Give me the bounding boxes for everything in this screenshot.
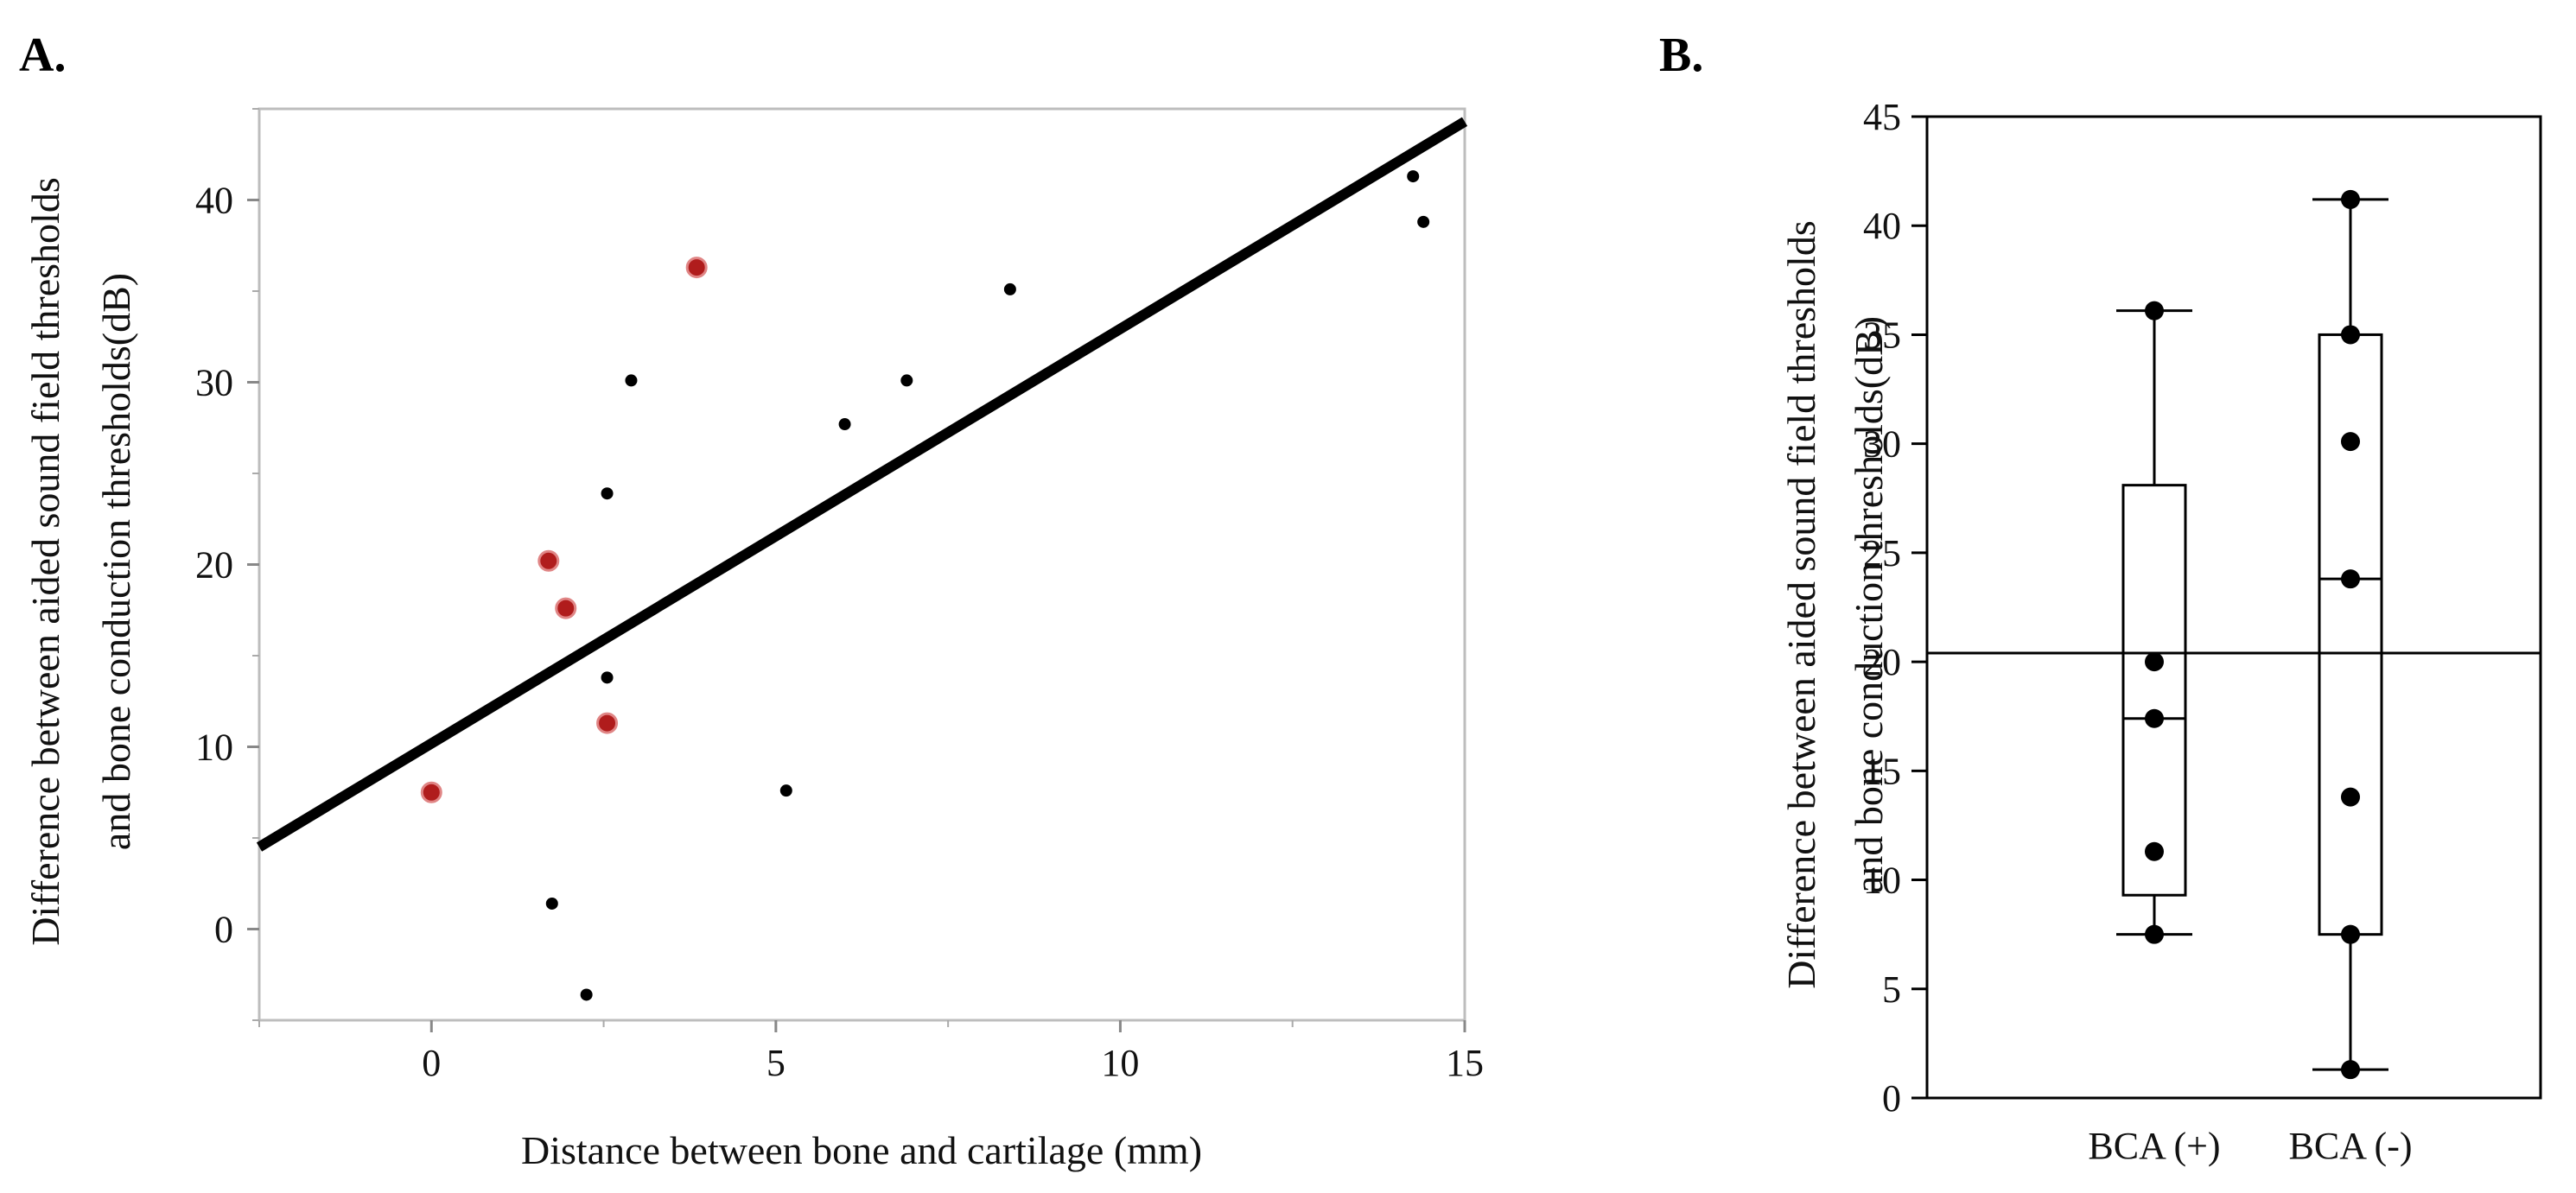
y-tick-label: 0: [1882, 1077, 1901, 1120]
box-data-point: [2341, 189, 2360, 209]
panel-b-y-axis-title-line-2-text: and bone conduction thresholds(dB): [1847, 316, 1891, 893]
x-tick-label: 0: [422, 1042, 441, 1084]
panel-a-y-axis-title-line-2-text: and bone conduction thresholds(dB): [94, 273, 138, 850]
x-tick-label: 15: [1446, 1042, 1484, 1084]
box-data-point: [2145, 924, 2164, 944]
panel-a-scatter-chart: A. 0 5 10 15 0 10 20 30 40 Distance between bone…: [19, 29, 1484, 1172]
box-data-point: [2341, 1060, 2360, 1080]
box-data-point: [2341, 787, 2360, 807]
panel-b-label: B.: [1659, 29, 1703, 82]
box-data-point: [2341, 924, 2360, 944]
box-bca-plus: [2116, 301, 2192, 944]
panel-b-y-axis-title-line-1-text: Difference between aided sound field thr…: [1779, 220, 1823, 988]
panel-b-plot-frame: [1925, 115, 2542, 1100]
scatter-point-red: [685, 257, 708, 279]
box-data-point: [2145, 301, 2164, 320]
scatter-point-black: [1003, 282, 1016, 295]
panel-b-boxes: [2116, 189, 2388, 1080]
y-tick-label: 15: [1863, 750, 1901, 792]
y-tick-label: 5: [1882, 968, 1901, 1011]
y-tick-label: 40: [1863, 205, 1901, 247]
scatter-point-black: [1417, 215, 1430, 228]
scatter-point-black: [838, 418, 851, 431]
scatter-point-black: [900, 374, 913, 387]
y-tick-label: 45: [1863, 96, 1901, 138]
box-data-point: [2341, 325, 2360, 345]
category-label-bca-minus: BCA (-): [2289, 1125, 2413, 1167]
y-tick-label: 10: [1863, 860, 1901, 902]
box-bca-minus: [2312, 189, 2388, 1080]
y-tick-label: 35: [1863, 314, 1901, 356]
regression-line: [256, 117, 1468, 852]
panel-b-y-ticks: 0 5 10 15 20 25 30 35 40 45: [1863, 96, 1927, 1120]
y-tick-label: 30: [1863, 423, 1901, 466]
panel-b-box-plot: B. 0 5 10 15 20 25 30 35 40 45 BCA (+) BCA (-) Di…: [1659, 29, 2542, 1167]
panel-a-x-axis-title: Distance between bone and cartilage (mm): [521, 1128, 1202, 1172]
scatter-point-red: [555, 597, 577, 619]
panel-a-data-points: [420, 170, 1430, 1001]
scatter-point-black: [779, 784, 792, 797]
panel-a-y-axis-title-line-1-text: Difference between aided sound field thr…: [23, 177, 67, 945]
scatter-point-red: [596, 712, 619, 734]
scatter-point-black: [625, 374, 638, 387]
y-tick-label: 20: [1863, 641, 1901, 683]
box-iqr: [2121, 484, 2187, 897]
x-tick-label: 5: [766, 1042, 786, 1084]
panel-a-tick-labels: 0 5 10 15 0 10 20 30 40: [195, 180, 1484, 1085]
box-data-point: [2145, 841, 2164, 861]
box-iqr: [2318, 333, 2383, 936]
scatter-point-black: [1407, 170, 1420, 183]
y-tick-label: 40: [195, 180, 233, 222]
y-tick-label: 0: [214, 909, 233, 951]
panel-a-label: A.: [19, 29, 66, 82]
scatter-point-black: [580, 988, 593, 1001]
box-data-point: [2145, 652, 2164, 672]
x-tick-label: 10: [1101, 1042, 1139, 1084]
box-data-point: [2145, 708, 2164, 728]
y-tick-label: 25: [1863, 532, 1901, 574]
box-data-point: [2341, 432, 2360, 452]
y-tick-label: 10: [195, 727, 233, 769]
y-tick-label: 30: [195, 362, 233, 404]
box-data-point: [2341, 569, 2360, 589]
scatter-point-red: [537, 549, 560, 572]
scatter-point-black: [601, 671, 614, 684]
scatter-point-black: [601, 487, 614, 500]
y-tick-label: 20: [195, 544, 233, 587]
scatter-point-black: [545, 897, 558, 910]
panel-a-plot-frame: [258, 107, 1466, 1022]
scatter-point-red: [420, 781, 442, 803]
category-label-bca-plus: BCA (+): [2088, 1125, 2220, 1167]
panel-a-minor-ticks: [252, 108, 1294, 1027]
